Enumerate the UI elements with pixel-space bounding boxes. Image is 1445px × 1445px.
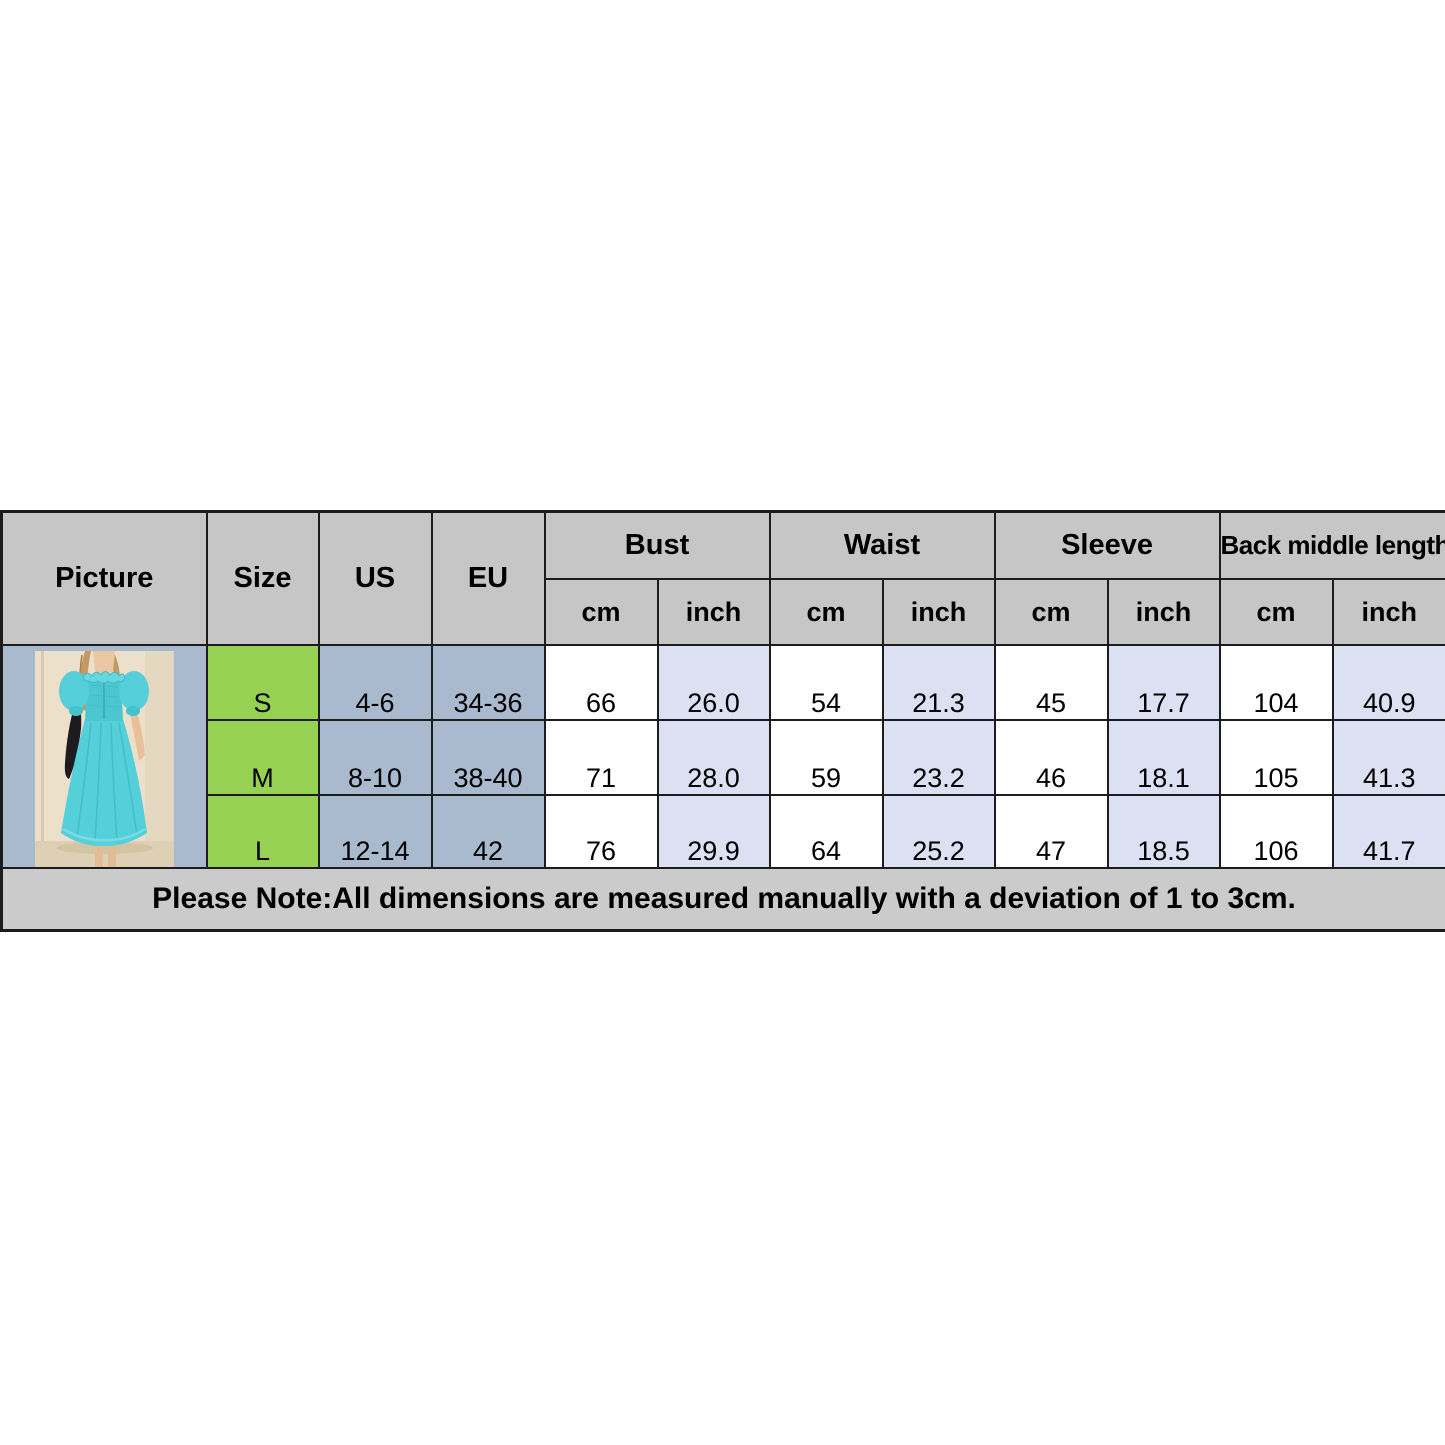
product-photo-cell <box>0 644 208 869</box>
cell-l-size: L <box>205 794 320 869</box>
cell-l-bust-cm: 76 <box>543 794 659 869</box>
cell-s-waist-cm: 54 <box>768 644 884 721</box>
cell-s-sleeve-cm: 45 <box>993 644 1109 721</box>
cell-m-back-inch: 41.3 <box>1331 719 1445 796</box>
cell-l-back-inch: 41.7 <box>1331 794 1445 869</box>
unit-cell-bust-inch: inch <box>656 578 771 646</box>
cell-s-bust-inch: 26.0 <box>656 644 771 721</box>
cell-s-back-cm: 104 <box>1218 644 1334 721</box>
size-chart-table: Picture Size US EU Bust Waist Sleeve Bac… <box>0 510 1445 932</box>
header-cell-sleeve: Sleeve <box>993 510 1221 580</box>
cell-l-sleeve-inch: 18.5 <box>1106 794 1221 869</box>
header-row-units: cm inch cm inch cm inch cm inch <box>2 578 1445 646</box>
cell-l-bust-inch: 29.9 <box>656 794 771 869</box>
cell-s-size: S <box>205 644 320 721</box>
header-cell-us: US <box>317 510 433 646</box>
cell-m-us: 8-10 <box>317 719 433 796</box>
cell-m-size: M <box>205 719 320 796</box>
header-cell-eu: EU <box>430 510 546 646</box>
unit-cell-waist-inch: inch <box>881 578 996 646</box>
unit-cell-waist-cm: cm <box>768 578 884 646</box>
cell-m-waist-inch: 23.2 <box>881 719 996 796</box>
cell-s-sleeve-inch: 17.7 <box>1106 644 1221 721</box>
cell-s-back-inch: 40.9 <box>1331 644 1445 721</box>
cell-s-us: 4-6 <box>317 644 433 721</box>
table-row-size-s: S 4-6 34-36 66 26.0 54 21.3 45 17.7 104 … <box>0 644 1445 869</box>
header-cell-size: Size <box>205 510 320 646</box>
cell-l-waist-cm: 64 <box>768 794 884 869</box>
note-row: Please Note:All dimensions are measured … <box>0 867 1445 932</box>
unit-cell-sleeve-cm: cm <box>993 578 1109 646</box>
header-row-groups: Picture Size US EU Bust Waist Sleeve Bac… <box>0 510 1445 646</box>
cell-l-us: 12-14 <box>317 794 433 869</box>
cell-s-bust-cm: 66 <box>543 644 659 721</box>
cell-m-bust-inch: 28.0 <box>656 719 771 796</box>
unit-cell-back-cm: cm <box>1218 578 1334 646</box>
cell-s-eu: 34-36 <box>430 644 546 721</box>
cell-m-waist-cm: 59 <box>768 719 884 796</box>
cell-m-eu: 38-40 <box>430 719 546 796</box>
unit-cell-bust-cm: cm <box>543 578 659 646</box>
cell-m-sleeve-inch: 18.1 <box>1106 719 1221 796</box>
cell-l-sleeve-cm: 47 <box>993 794 1109 869</box>
cell-l-eu: 42 <box>430 794 546 869</box>
cell-m-sleeve-cm: 46 <box>993 719 1109 796</box>
header-cell-picture: Picture <box>0 510 208 646</box>
header-cell-back-middle-length: Back middle length <box>1218 510 1445 580</box>
cell-l-back-cm: 106 <box>1218 794 1334 869</box>
header-cell-bust: Bust <box>543 510 771 580</box>
cell-s-waist-inch: 21.3 <box>881 644 996 721</box>
unit-cell-sleeve-inch: inch <box>1106 578 1221 646</box>
cell-m-bust-cm: 71 <box>543 719 659 796</box>
table-row-size-l: L 12-14 42 76 29.9 64 25.2 47 18.5 106 4… <box>2 794 1445 869</box>
dress-product-photo <box>34 651 174 866</box>
unit-cell-back-inch: inch <box>1331 578 1445 646</box>
cell-m-back-cm: 105 <box>1218 719 1334 796</box>
table-row-size-m: M 8-10 38-40 71 28.0 59 23.2 46 18.1 105… <box>2 719 1445 796</box>
cell-l-waist-inch: 25.2 <box>881 794 996 869</box>
header-cell-waist: Waist <box>768 510 996 580</box>
measurement-note: Please Note:All dimensions are measured … <box>0 867 1445 932</box>
